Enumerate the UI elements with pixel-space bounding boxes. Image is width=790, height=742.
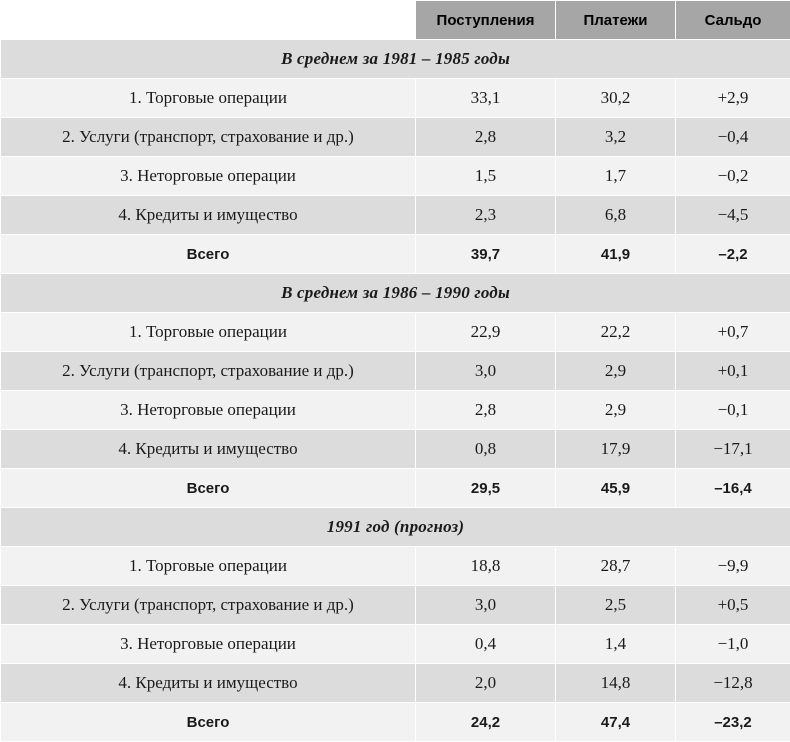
row-balance: +0,7 [676,313,790,352]
table-row: 1. Торговые операции18,828,7−9,9 [1,547,790,586]
total-receipts: 24,2 [416,703,556,742]
row-label: 4. Кредиты и имущество [1,664,416,703]
table-row: 1. Торговые операции33,130,2+2,9 [1,79,790,118]
row-receipts: 33,1 [416,79,556,118]
row-receipts: 0,8 [416,430,556,469]
row-receipts: 0,4 [416,625,556,664]
row-label: 2. Услуги (транспорт, страхование и др.) [1,352,416,391]
row-payments: 17,9 [556,430,676,469]
total-payments: 47,4 [556,703,676,742]
row-label: 4. Кредиты и имущество [1,196,416,235]
total-row: Всего24,247,4–23,2 [1,703,790,742]
row-payments: 2,9 [556,391,676,430]
total-row: Всего29,545,9–16,4 [1,469,790,508]
table-row: 1. Торговые операции22,922,2+0,7 [1,313,790,352]
header-row: ПоступленияПлатежиСальдо [1,1,790,40]
row-payments: 2,5 [556,586,676,625]
section-years: 1991 [327,517,362,536]
section-row: В среднем за 1986 – 1990 годы [1,274,790,313]
total-receipts: 39,7 [416,235,556,274]
header-col-payments: Платежи [556,1,676,40]
row-receipts: 18,8 [416,547,556,586]
table-row: 2. Услуги (транспорт, страхование и др.)… [1,352,790,391]
row-payments: 30,2 [556,79,676,118]
row-balance: −1,0 [676,625,790,664]
row-payments: 3,2 [556,118,676,157]
row-balance: −17,1 [676,430,790,469]
row-receipts: 22,9 [416,313,556,352]
section-row: В среднем за 1981 – 1985 годы [1,40,790,79]
row-payments: 14,8 [556,664,676,703]
section-title-post: годы [470,49,510,68]
total-balance: –2,2 [676,235,790,274]
row-balance: +2,9 [676,79,790,118]
row-payments: 28,7 [556,547,676,586]
section-years: 1981 – 1985 [383,49,470,68]
header-empty [1,1,416,40]
row-receipts: 3,0 [416,352,556,391]
row-receipts: 2,0 [416,664,556,703]
row-balance: −0,1 [676,391,790,430]
row-label: 1. Торговые операции [1,313,416,352]
section-title: В среднем за 1981 – 1985 годы [1,40,790,79]
row-balance: −9,9 [676,547,790,586]
table-row: 4. Кредиты и имущество2,014,8−12,8 [1,664,790,703]
total-balance: –16,4 [676,469,790,508]
table-row: 4. Кредиты и имущество0,817,9−17,1 [1,430,790,469]
table-row: 3. Неторговые операции1,51,7−0,2 [1,157,790,196]
row-balance: −0,4 [676,118,790,157]
section-title-post: годы [470,283,510,302]
row-receipts: 2,3 [416,196,556,235]
total-payments: 41,9 [556,235,676,274]
row-label: 1. Торговые операции [1,79,416,118]
section-title-post: год (прогноз) [362,517,465,536]
section-title: 1991 год (прогноз) [1,508,790,547]
total-receipts: 29,5 [416,469,556,508]
balance-table-container: ПоступленияПлатежиСальдоВ среднем за 198… [0,0,790,742]
row-balance: +0,1 [676,352,790,391]
row-label: 4. Кредиты и имущество [1,430,416,469]
row-label: 1. Торговые операции [1,547,416,586]
section-years: 1986 – 1990 [383,283,470,302]
header-col-receipts: Поступления [416,1,556,40]
row-label: 3. Неторговые операции [1,625,416,664]
row-balance: +0,5 [676,586,790,625]
row-payments: 1,4 [556,625,676,664]
section-title-pre: В среднем за [281,283,383,302]
row-receipts: 1,5 [416,157,556,196]
total-label: Всего [1,469,416,508]
total-row: Всего39,741,9–2,2 [1,235,790,274]
row-payments: 1,7 [556,157,676,196]
row-balance: −12,8 [676,664,790,703]
row-label: 2. Услуги (транспорт, страхование и др.) [1,586,416,625]
table-row: 3. Неторговые операции0,41,4−1,0 [1,625,790,664]
row-payments: 6,8 [556,196,676,235]
row-receipts: 2,8 [416,118,556,157]
row-balance: −0,2 [676,157,790,196]
table-row: 2. Услуги (транспорт, страхование и др.)… [1,118,790,157]
total-payments: 45,9 [556,469,676,508]
table-row: 2. Услуги (транспорт, страхование и др.)… [1,586,790,625]
table-row: 4. Кредиты и имущество2,36,8−4,5 [1,196,790,235]
total-label: Всего [1,235,416,274]
row-receipts: 3,0 [416,586,556,625]
row-label: 3. Неторговые операции [1,391,416,430]
section-title: В среднем за 1986 – 1990 годы [1,274,790,313]
section-title-pre: В среднем за [281,49,383,68]
row-label: 2. Услуги (транспорт, страхование и др.) [1,118,416,157]
total-balance: –23,2 [676,703,790,742]
section-row: 1991 год (прогноз) [1,508,790,547]
row-payments: 2,9 [556,352,676,391]
header-col-balance: Сальдо [676,1,790,40]
row-receipts: 2,8 [416,391,556,430]
table-row: 3. Неторговые операции2,82,9−0,1 [1,391,790,430]
row-balance: −4,5 [676,196,790,235]
total-label: Всего [1,703,416,742]
balance-table: ПоступленияПлатежиСальдоВ среднем за 198… [0,0,790,742]
row-payments: 22,2 [556,313,676,352]
row-label: 3. Неторговые операции [1,157,416,196]
